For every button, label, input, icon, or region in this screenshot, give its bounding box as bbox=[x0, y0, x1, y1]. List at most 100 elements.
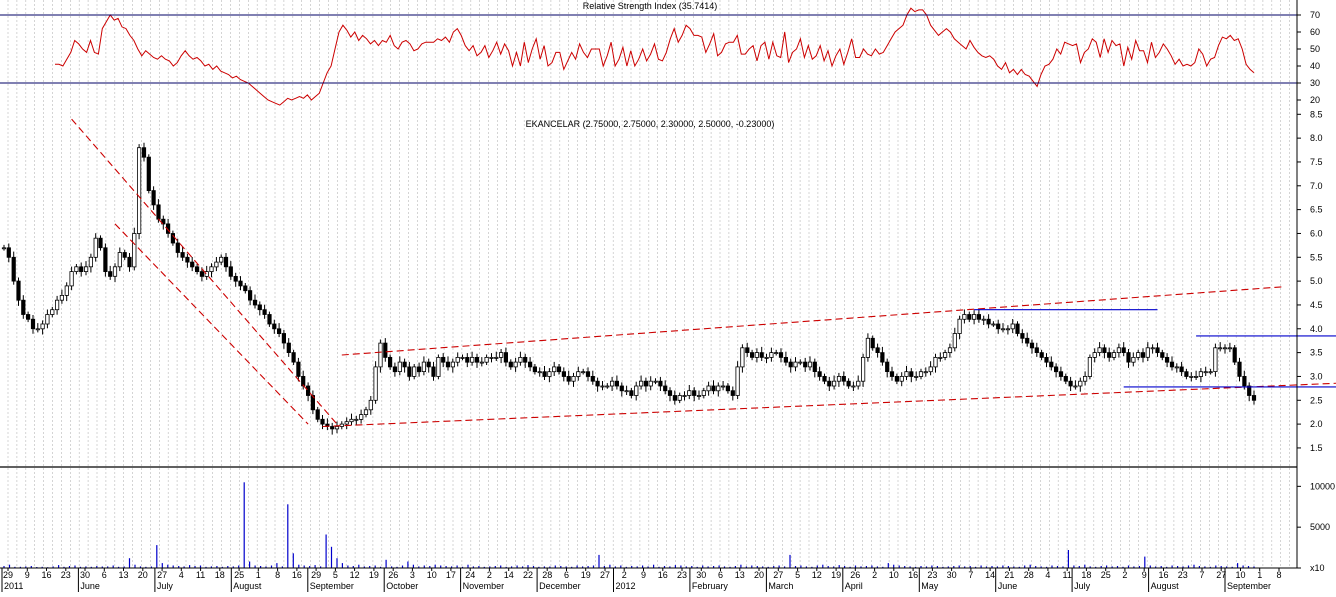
x-tick-label: 18 bbox=[1081, 570, 1091, 580]
candle-body bbox=[297, 362, 300, 376]
price-tick-label: 3.5 bbox=[1310, 348, 1323, 358]
x-tick-label: 10 bbox=[889, 570, 899, 580]
candle-body bbox=[417, 367, 420, 372]
candle-body bbox=[683, 396, 686, 397]
candle-body bbox=[1021, 334, 1024, 339]
candle-body bbox=[726, 386, 729, 391]
x-tick-label: 2 bbox=[1122, 570, 1127, 580]
candle-body bbox=[717, 386, 720, 391]
month-label: October bbox=[386, 581, 418, 591]
candle-body bbox=[562, 372, 565, 377]
candle-body bbox=[852, 386, 855, 387]
volume-tick-label: 5000 bbox=[1310, 522, 1330, 532]
candle-body bbox=[456, 357, 459, 362]
candle-body bbox=[195, 267, 198, 272]
x-tick-label: 22 bbox=[523, 570, 533, 580]
candle-body bbox=[60, 295, 63, 300]
candle-body bbox=[924, 372, 927, 373]
candle-body bbox=[495, 357, 498, 358]
x-tick-label: 7 bbox=[968, 570, 973, 580]
candle-body bbox=[610, 381, 613, 386]
rsi-title: Relative Strength Index (35.7414) bbox=[583, 1, 718, 11]
candle-body bbox=[693, 391, 696, 396]
x-tick-label: 3 bbox=[410, 570, 415, 580]
candle-body bbox=[244, 286, 247, 291]
candle-body bbox=[804, 362, 807, 367]
rsi-tick-label: 60 bbox=[1310, 27, 1320, 37]
candle-body bbox=[263, 310, 266, 315]
candle-body bbox=[649, 381, 652, 386]
candle-body bbox=[1083, 376, 1086, 381]
candle-body bbox=[813, 362, 816, 372]
candle-body bbox=[900, 376, 903, 381]
candle-body bbox=[335, 427, 338, 429]
candle-body bbox=[65, 286, 68, 296]
x-tick-label: 14 bbox=[504, 570, 514, 580]
candle-body bbox=[1185, 372, 1188, 377]
candle-body bbox=[350, 419, 353, 421]
rsi-tick-label: 20 bbox=[1310, 95, 1320, 105]
candle-body bbox=[403, 362, 406, 367]
month-label: May bbox=[921, 581, 939, 591]
price-tick-label: 8.0 bbox=[1310, 133, 1323, 143]
month-label: August bbox=[1151, 581, 1180, 591]
candle-body bbox=[615, 381, 618, 386]
candle-body bbox=[654, 381, 657, 382]
x-tick-label: 26 bbox=[850, 570, 860, 580]
candle-body bbox=[485, 357, 488, 362]
candle-body bbox=[1214, 348, 1217, 372]
x-tick-label: 27 bbox=[773, 570, 783, 580]
candle-body bbox=[1045, 357, 1048, 362]
candle-body bbox=[765, 357, 768, 358]
candle-body bbox=[736, 367, 739, 396]
candle-body bbox=[268, 315, 271, 325]
rsi-tick-label: 40 bbox=[1310, 61, 1320, 71]
x-tick-label: 10 bbox=[1235, 570, 1245, 580]
candle-body bbox=[582, 372, 585, 373]
candle-body bbox=[475, 357, 478, 362]
candle-body bbox=[972, 315, 975, 320]
candle-body bbox=[224, 257, 227, 267]
x-tick-label: 25 bbox=[1101, 570, 1111, 580]
x-tick-label: 25 bbox=[234, 570, 244, 580]
candle-body bbox=[1064, 376, 1067, 381]
x-tick-label: 6 bbox=[102, 570, 107, 580]
candle-body bbox=[248, 291, 251, 301]
candle-body bbox=[393, 367, 396, 372]
candle-body bbox=[1141, 353, 1144, 358]
candle-body bbox=[620, 386, 623, 391]
candle-body bbox=[422, 362, 425, 372]
month-label: August bbox=[233, 581, 262, 591]
candle-body bbox=[1001, 329, 1004, 330]
x-tick-label: 12 bbox=[350, 570, 360, 580]
candle-body bbox=[451, 362, 454, 367]
x-tick-label: 23 bbox=[677, 570, 687, 580]
x-tick-label: 13 bbox=[735, 570, 745, 580]
x-tick-label: 16 bbox=[292, 570, 302, 580]
candle-body bbox=[1238, 362, 1241, 376]
candle-body bbox=[548, 372, 551, 377]
candle-body bbox=[1054, 367, 1057, 372]
candle-body bbox=[939, 357, 942, 358]
candle-body bbox=[80, 267, 83, 272]
candle-body bbox=[731, 391, 734, 396]
candle-body bbox=[398, 362, 401, 372]
candle-body bbox=[128, 257, 131, 267]
candle-body bbox=[31, 319, 34, 329]
x-tick-label: 30 bbox=[947, 570, 957, 580]
month-label: April bbox=[845, 581, 863, 591]
x-tick-label: 16 bbox=[908, 570, 918, 580]
candle-body bbox=[543, 372, 546, 377]
x-tick-label: 20 bbox=[754, 570, 764, 580]
candle-body bbox=[688, 391, 691, 396]
candle-body bbox=[113, 267, 116, 277]
candle-body bbox=[881, 353, 884, 363]
candle-body bbox=[630, 391, 633, 396]
candle-body bbox=[1219, 348, 1222, 349]
price-tick-label: 4.5 bbox=[1310, 300, 1323, 310]
candle-body bbox=[355, 419, 358, 420]
x-tick-label: 2 bbox=[487, 570, 492, 580]
candle-body bbox=[895, 376, 898, 381]
candle-body bbox=[171, 234, 174, 244]
month-label: July bbox=[157, 581, 174, 591]
